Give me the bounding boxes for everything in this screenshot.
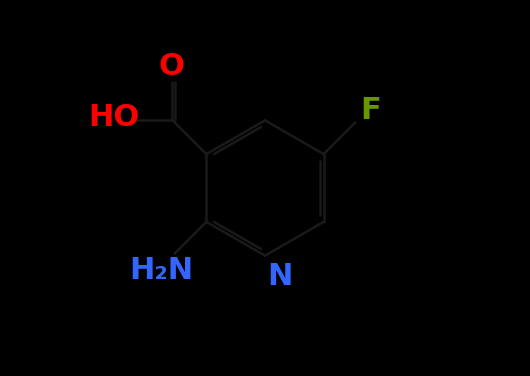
Text: O: O <box>159 53 185 82</box>
Text: H₂N: H₂N <box>129 256 193 285</box>
Text: HO: HO <box>88 103 139 132</box>
Text: N: N <box>267 262 293 291</box>
Text: F: F <box>360 97 381 126</box>
